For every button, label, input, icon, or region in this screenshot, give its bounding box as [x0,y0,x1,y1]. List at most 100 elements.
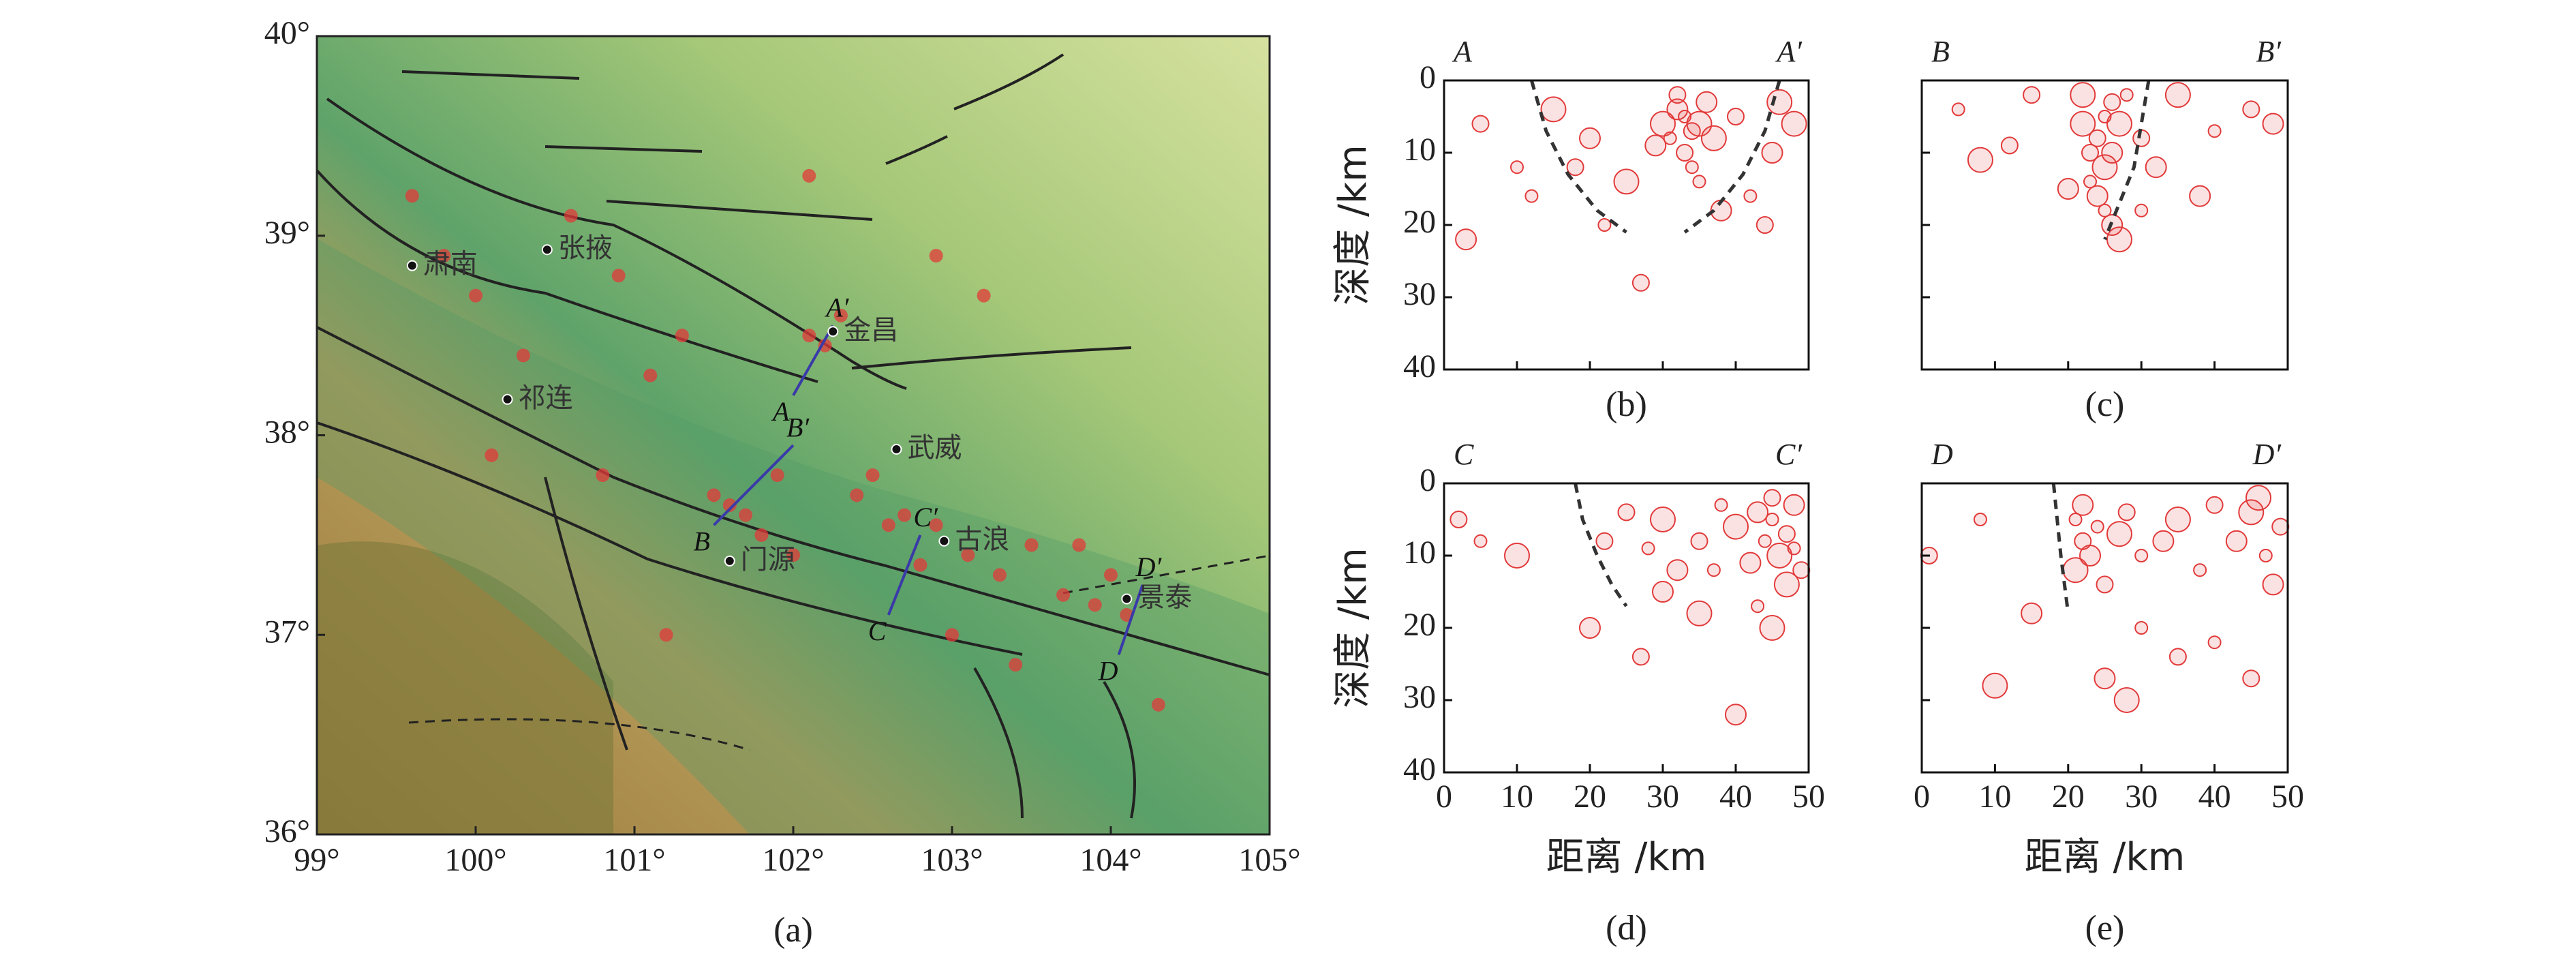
y-axis-label: 深度 /km [1331,547,1375,708]
plot-frame [1443,482,1810,774]
y-tick-label: 30 [1403,276,1436,312]
boundary-curve [1683,80,1781,234]
point [1685,160,1699,175]
x-tick-label: 101° [603,842,665,878]
point [1692,175,1706,189]
point [1766,89,1793,115]
earthquake [485,448,499,462]
point [1758,534,1772,548]
x-tick-label: 20 [1574,779,1606,815]
y-tick-label: 40 [1403,348,1436,384]
earthquake [469,288,482,303]
point [1450,511,1468,528]
point [1686,600,1713,627]
caption: (b) [1606,385,1647,424]
point [2119,88,2134,102]
point [1766,543,1793,569]
place-marker [891,443,902,455]
place-name: 张掖 [558,232,613,264]
point [2062,557,2089,584]
x-tick-label: 100° [444,842,506,878]
earthquake [516,348,530,363]
earthquake [786,548,800,562]
earthquake [739,508,753,522]
earthquake [675,329,689,343]
earthquake [818,338,832,352]
basin [317,541,613,834]
point [2238,499,2265,526]
profile-end: C′ [913,502,938,532]
earthquake [659,628,673,642]
earthquake [564,209,578,223]
profile-line [713,444,795,526]
point [2068,513,2083,526]
earthquake [1009,658,1023,672]
point [2070,82,2096,108]
earthquake [1024,538,1039,552]
place-marker [827,326,839,337]
point [2245,485,2272,511]
x-tick-label: 0 [1436,779,1452,815]
point [2106,226,2132,253]
earthquake [850,488,864,502]
point [1504,543,1530,569]
point [2113,687,2140,713]
earthquake [977,288,991,303]
cross-section: 0 10 20 30 40 50 D D′ 距离 /km (e) [1914,438,2304,948]
earthquake [770,468,784,483]
point [2023,86,2041,104]
earthquake [802,329,816,343]
point [1471,115,1490,133]
point [1668,86,1687,104]
profile-start: C [1454,438,1474,471]
point [2088,129,2106,147]
earthquake [611,269,626,283]
x-tick-label: 0 [1914,779,1930,815]
y-tick-label: 38° [264,414,310,451]
mountain-shade [317,239,1270,834]
point [2134,621,2149,635]
y-tick-label: 20 [1403,607,1436,643]
point [1967,147,1993,173]
point [1617,503,1636,522]
point [1473,534,1488,548]
boundary-curve [2051,483,2070,614]
x-axis-label: 距离 /km [2025,835,2186,879]
point [1566,158,1584,177]
x-tick-label: 40 [1719,779,1752,815]
x-tick-label: 30 [1646,779,1679,815]
point [2079,545,2102,567]
earthquake [1151,697,1165,712]
y-tick-label: 10 [1403,534,1436,571]
cross-section: 0 10 20 30 40 A A′ 深度 /km (b) [1331,35,1810,424]
point [2152,530,2175,552]
point [2094,667,2116,690]
point [2242,100,2260,119]
x-tick-label: 30 [2125,779,2158,815]
point [2091,154,2118,181]
point [2134,203,2149,217]
earthquake [802,168,816,183]
cross-section: B B′ (c) [1920,35,2289,424]
point [2262,573,2284,596]
point [2106,110,2132,137]
point [1739,552,1762,574]
x-tick-label: 105° [1238,842,1300,878]
point [1696,91,1718,113]
point [2193,563,2207,577]
x-tick-label: 10 [1501,779,1533,815]
x-axis-label: 距离 /km [1546,835,1707,879]
point [2106,521,2132,547]
point [1540,96,1567,123]
point [1706,563,1721,577]
profile-start: D [1931,438,1953,471]
point [1727,108,1745,125]
earthquake [961,548,975,562]
point [1725,704,1747,726]
earthquake [929,518,943,532]
caption: (d) [1606,909,1647,948]
place-name: 武威 [907,432,962,464]
earthquake [707,488,721,502]
x-tick-label: 50 [1792,779,1825,815]
